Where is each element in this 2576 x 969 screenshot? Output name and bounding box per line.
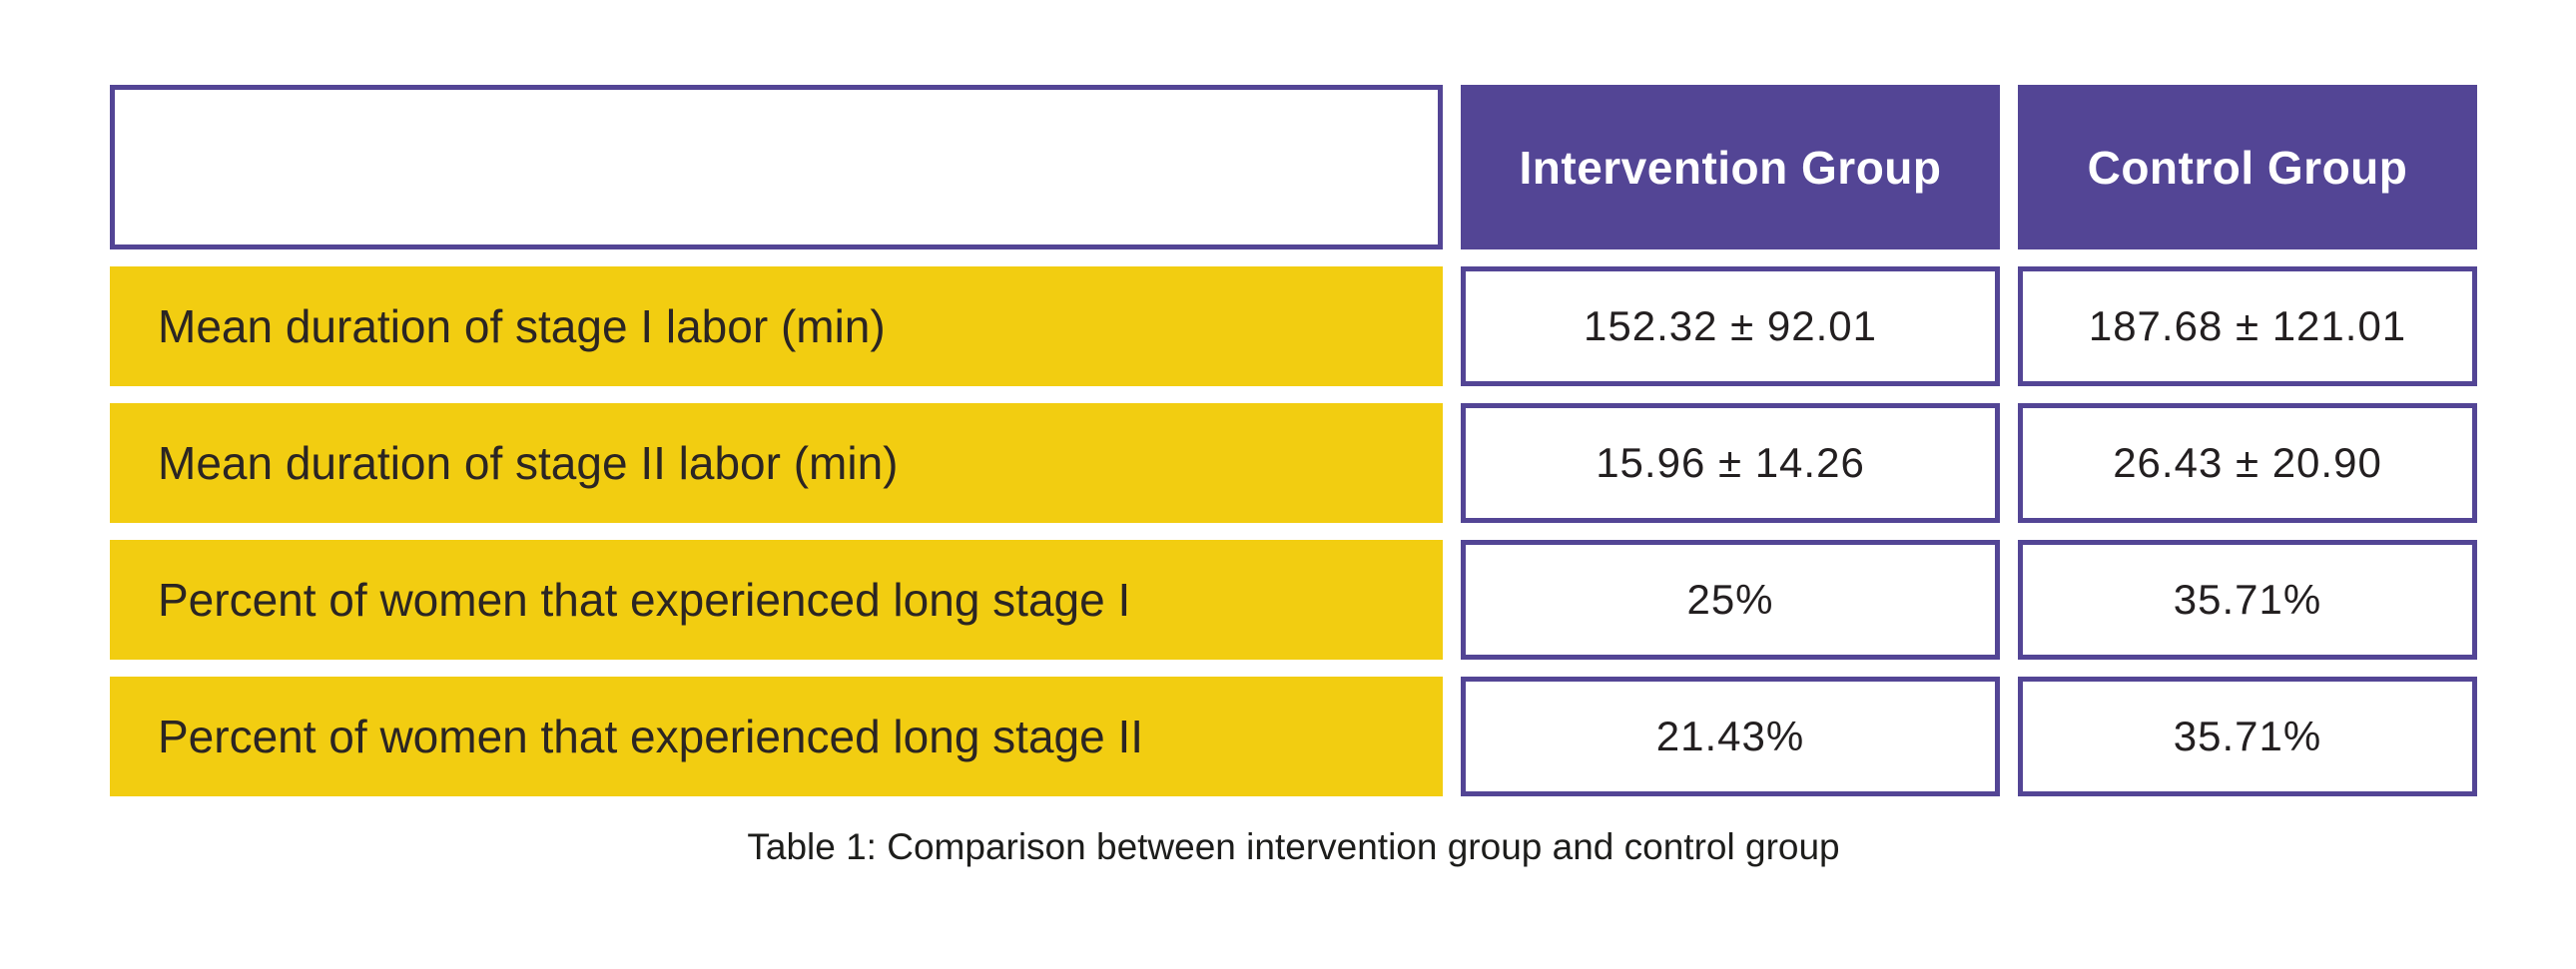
header-cell-intervention-group: Intervention Group <box>1461 85 2000 249</box>
value-cell-long-stage2-control: 35.71% <box>2018 677 2477 796</box>
cell-value: 35.71% <box>2173 713 2322 759</box>
row-label: Percent of women that experienced long s… <box>158 711 1144 762</box>
table-row-label-stage1-duration: Mean duration of stage I labor (min) <box>110 266 1443 386</box>
value-cell-long-stage2-intervention: 21.43% <box>1461 677 2000 796</box>
row-label: Percent of women that experienced long s… <box>158 574 1131 626</box>
row-label: Mean duration of stage II labor (min) <box>158 437 899 489</box>
table-row-label-long-stage2-percent: Percent of women that experienced long s… <box>110 677 1443 796</box>
header-cell-control-group: Control Group <box>2018 85 2477 249</box>
table-caption: Table 1: Comparison between intervention… <box>747 826 1840 867</box>
cell-value: 15.96 ± 14.26 <box>1596 439 1865 486</box>
value-cell-stage1-duration-control: 187.68 ± 121.01 <box>2018 266 2477 386</box>
cell-value: 25% <box>1686 576 1774 623</box>
row-label: Mean duration of stage I labor (min) <box>158 300 886 352</box>
header-label-control: Control Group <box>2087 141 2408 194</box>
value-cell-long-stage1-intervention: 25% <box>1461 540 2000 660</box>
header-label-intervention: Intervention Group <box>1519 141 1942 194</box>
cell-value: 21.43% <box>1655 713 1805 759</box>
cell-value: 152.32 ± 92.01 <box>1584 302 1877 349</box>
cell-value: 187.68 ± 121.01 <box>2088 302 2407 349</box>
table-row-label-stage2-duration: Mean duration of stage II labor (min) <box>110 403 1443 523</box>
value-cell-stage2-duration-intervention: 15.96 ± 14.26 <box>1461 403 2000 523</box>
table-row-label-long-stage1-percent: Percent of women that experienced long s… <box>110 540 1443 660</box>
value-cell-stage1-duration-intervention: 152.32 ± 92.01 <box>1461 266 2000 386</box>
comparison-table: Intervention Group Control Group Mean du… <box>110 85 2477 796</box>
header-cell-blank <box>110 85 1443 249</box>
value-cell-stage2-duration-control: 26.43 ± 20.90 <box>2018 403 2477 523</box>
cell-value: 35.71% <box>2173 576 2322 623</box>
value-cell-long-stage1-control: 35.71% <box>2018 540 2477 660</box>
cell-value: 26.43 ± 20.90 <box>2113 439 2382 486</box>
